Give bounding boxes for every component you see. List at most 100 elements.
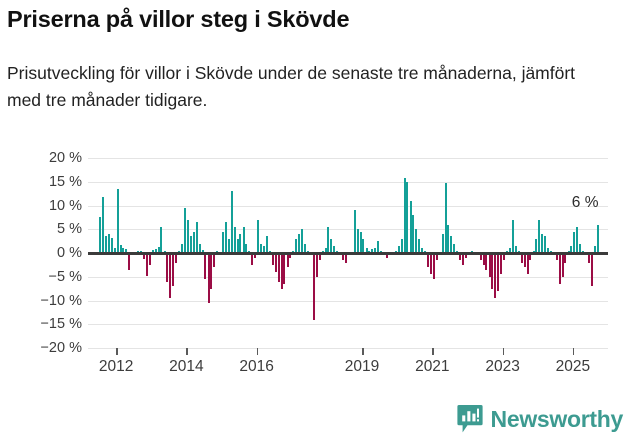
gridline xyxy=(88,229,608,231)
bar xyxy=(508,248,511,253)
bar xyxy=(386,253,388,258)
bar xyxy=(104,236,107,253)
bar xyxy=(113,248,116,253)
bar xyxy=(116,188,119,253)
bar xyxy=(564,253,567,263)
bar xyxy=(207,253,210,303)
bar xyxy=(590,253,593,287)
bar xyxy=(353,210,356,253)
bar xyxy=(178,250,180,253)
bar xyxy=(503,253,505,261)
bar xyxy=(459,253,462,261)
bar xyxy=(409,200,412,253)
bar xyxy=(330,238,333,253)
bar-chart-speech-bubble-icon xyxy=(456,404,483,434)
gridline xyxy=(88,324,608,326)
x-axis-tick xyxy=(432,348,434,355)
bar xyxy=(318,253,321,261)
bar xyxy=(265,236,268,253)
bar xyxy=(239,234,242,253)
bar xyxy=(465,253,468,258)
bar xyxy=(110,237,113,253)
bar xyxy=(550,250,553,253)
bar xyxy=(456,250,459,253)
x-axis-tick xyxy=(116,348,118,355)
x-axis-tick xyxy=(572,348,575,355)
y-axis-tick-label: 5 % xyxy=(57,221,82,238)
newsworthy-logo[interactable]: Newsworthy xyxy=(456,404,624,434)
bar xyxy=(312,253,315,320)
bar xyxy=(315,253,318,277)
bar xyxy=(397,245,400,253)
bar xyxy=(538,219,541,253)
y-axis-tick-label: 20 % xyxy=(48,150,82,166)
bar xyxy=(471,250,474,253)
bar xyxy=(298,234,301,253)
bar xyxy=(107,234,110,253)
bar xyxy=(166,253,169,282)
bar xyxy=(227,238,230,253)
bar xyxy=(254,253,257,258)
bar xyxy=(277,253,280,282)
bar xyxy=(415,229,418,253)
bar xyxy=(321,250,324,253)
bar xyxy=(412,215,415,253)
bar xyxy=(210,253,213,289)
bar xyxy=(497,253,500,291)
bar xyxy=(576,226,579,253)
bar xyxy=(327,226,330,253)
bar xyxy=(204,253,207,280)
bar xyxy=(213,253,216,268)
bar xyxy=(365,248,368,253)
chart-footer: Newsworthy xyxy=(0,400,631,439)
bar xyxy=(406,181,409,253)
bar xyxy=(567,250,570,253)
bar xyxy=(233,226,236,253)
bar xyxy=(450,236,453,253)
bar xyxy=(500,253,503,275)
bar xyxy=(394,250,397,253)
bar xyxy=(251,253,254,265)
gridline xyxy=(88,181,608,183)
bar xyxy=(541,234,544,253)
gridline xyxy=(88,276,608,278)
bar xyxy=(558,253,561,284)
bar xyxy=(195,222,198,253)
zero-axis-line xyxy=(88,252,608,255)
x-axis-tick-label: 2023 xyxy=(485,358,520,375)
bar xyxy=(236,238,239,253)
bar xyxy=(453,243,456,253)
bar xyxy=(517,250,520,253)
bar xyxy=(230,191,233,253)
chart-container: 20 % 15 % 10 % 5 % 0 % −5 % −10 % −15 % −20 % 20… xyxy=(0,140,631,375)
x-axis-tick xyxy=(362,348,364,355)
bar xyxy=(511,219,514,253)
y-axis-tick-label: 0 % xyxy=(57,245,82,261)
y-axis-tick-label: −10 % xyxy=(40,292,82,309)
bar xyxy=(160,226,163,253)
bar xyxy=(532,250,535,253)
bar xyxy=(514,245,517,253)
x-axis-tick-label: 2019 xyxy=(344,358,380,375)
bar xyxy=(418,238,421,253)
bar xyxy=(546,248,549,253)
y-axis-labels: 20 % 15 % 10 % 5 % 0 % −5 % −10 % −15 % −20 % xyxy=(0,150,82,356)
bar xyxy=(594,245,596,253)
bar xyxy=(98,217,101,253)
bar xyxy=(128,253,131,270)
bar xyxy=(403,177,406,253)
chart-subtitle: Prisutveckling för villor i Skövde under… xyxy=(7,63,576,110)
bar xyxy=(544,236,547,253)
bar xyxy=(444,182,447,253)
bar xyxy=(140,250,143,253)
bar xyxy=(324,248,327,253)
bar xyxy=(245,243,248,253)
bar xyxy=(201,250,204,253)
bar xyxy=(157,247,160,253)
bar xyxy=(356,229,359,253)
x-axis-tick-label: 2012 xyxy=(98,358,134,375)
bar xyxy=(119,245,122,253)
bar xyxy=(482,253,485,265)
newsworthy-logo-text: Newsworthy xyxy=(490,405,624,432)
